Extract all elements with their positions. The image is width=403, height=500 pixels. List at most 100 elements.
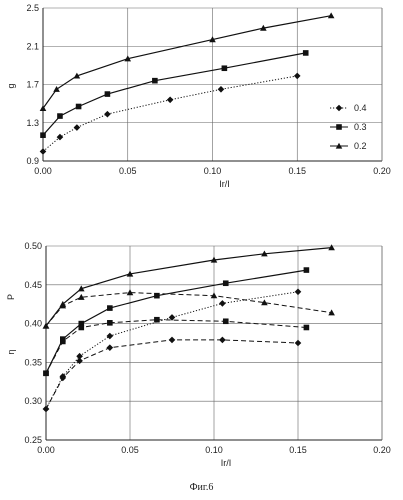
data-point bbox=[78, 320, 85, 327]
series-line bbox=[45, 247, 332, 327]
data-point bbox=[60, 338, 66, 345]
data-point bbox=[76, 352, 83, 360]
series-line bbox=[45, 292, 332, 327]
x-tick-label: 0.05 bbox=[119, 166, 137, 176]
data-point bbox=[56, 133, 64, 141]
data-point bbox=[75, 103, 82, 110]
data-point bbox=[168, 314, 176, 321]
data-point bbox=[222, 280, 229, 287]
y-tick-label: 0.9 bbox=[26, 156, 39, 166]
data-point bbox=[57, 113, 63, 119]
x-tick-label: 0.00 bbox=[37, 445, 55, 455]
data-point bbox=[43, 370, 49, 377]
series-line bbox=[45, 269, 307, 374]
data-point bbox=[126, 289, 134, 296]
data-point bbox=[328, 244, 335, 251]
series-line bbox=[45, 291, 299, 410]
data-point bbox=[107, 305, 113, 311]
data-point bbox=[59, 302, 67, 309]
data-point bbox=[154, 292, 160, 299]
data-point bbox=[39, 148, 47, 155]
y-tick-label: 0.25 bbox=[24, 435, 42, 445]
data-point bbox=[210, 256, 218, 263]
data-point bbox=[78, 324, 85, 331]
data-point bbox=[73, 72, 81, 79]
legend-label: 0.2 bbox=[354, 141, 367, 151]
data-point bbox=[294, 288, 302, 296]
data-point bbox=[219, 336, 226, 344]
series-line bbox=[42, 15, 332, 109]
x-tick-label: 0.15 bbox=[289, 445, 307, 455]
data-point bbox=[104, 110, 111, 118]
series-line bbox=[45, 339, 299, 410]
data-point bbox=[106, 332, 114, 340]
data-point bbox=[261, 250, 268, 257]
data-point bbox=[294, 339, 302, 347]
data-point bbox=[154, 316, 160, 323]
series-line bbox=[45, 319, 307, 374]
chart-2 bbox=[42, 244, 383, 441]
y-axis-label: η bbox=[6, 349, 16, 354]
legend-marker bbox=[336, 124, 342, 130]
legend-marker bbox=[335, 104, 343, 112]
data-point bbox=[328, 309, 335, 316]
data-point bbox=[302, 50, 309, 56]
y-tick-label: 1.3 bbox=[26, 118, 39, 128]
y-tick-label: 2.1 bbox=[26, 41, 39, 51]
x-axis-label: Ir/I bbox=[219, 179, 230, 189]
data-point bbox=[59, 374, 67, 382]
x-tick-label: 0.20 bbox=[373, 166, 391, 176]
data-point bbox=[152, 77, 158, 84]
data-point bbox=[73, 124, 81, 131]
legend-label: 0.3 bbox=[354, 122, 367, 132]
x-tick-label: 0.15 bbox=[288, 166, 306, 176]
y-tick-label: 0.35 bbox=[24, 357, 42, 367]
data-point bbox=[168, 336, 176, 344]
data-point bbox=[221, 65, 228, 72]
data-point bbox=[42, 322, 50, 329]
data-point bbox=[124, 55, 132, 62]
data-point bbox=[327, 12, 335, 19]
data-point bbox=[219, 300, 226, 307]
y-tick-label: 1.7 bbox=[26, 80, 39, 90]
data-point bbox=[42, 405, 50, 413]
data-point bbox=[77, 293, 85, 300]
figure-caption: Фиг.6 bbox=[189, 482, 214, 493]
data-point bbox=[260, 24, 267, 31]
chart-1 bbox=[39, 7, 383, 162]
data-point bbox=[303, 324, 310, 331]
data-point bbox=[126, 270, 134, 277]
data-point bbox=[40, 132, 46, 138]
y-axis-label-secondary: P bbox=[6, 294, 16, 300]
data-point bbox=[303, 267, 310, 273]
legend-label: 0.4 bbox=[354, 103, 367, 113]
data-point bbox=[209, 36, 216, 43]
data-point bbox=[53, 85, 60, 92]
data-point bbox=[217, 85, 225, 93]
data-point bbox=[107, 320, 113, 326]
x-tick-label: 0.05 bbox=[121, 445, 139, 455]
y-tick-label: 0.50 bbox=[24, 241, 42, 251]
x-tick-label: 0.10 bbox=[204, 166, 222, 176]
legend-marker bbox=[335, 142, 343, 149]
data-point bbox=[106, 344, 114, 351]
y-tick-label: 2.5 bbox=[26, 3, 39, 13]
data-point bbox=[210, 292, 218, 299]
x-tick-label: 0.00 bbox=[34, 166, 52, 176]
data-point bbox=[77, 285, 85, 292]
data-point bbox=[39, 105, 47, 112]
y-axis-label: g bbox=[6, 83, 16, 88]
data-point bbox=[76, 357, 83, 365]
y-tick-label: 0.45 bbox=[24, 280, 42, 290]
series-line bbox=[42, 75, 298, 152]
data-point bbox=[104, 91, 111, 97]
y-tick-label: 0.30 bbox=[24, 396, 42, 406]
data-point bbox=[293, 72, 301, 80]
x-axis-label: Ir/I bbox=[221, 458, 232, 468]
y-tick-label: 0.40 bbox=[24, 319, 42, 329]
data-point bbox=[222, 318, 229, 325]
x-tick-label: 0.10 bbox=[205, 445, 223, 455]
data-point bbox=[261, 299, 268, 306]
x-tick-label: 0.20 bbox=[373, 445, 391, 455]
